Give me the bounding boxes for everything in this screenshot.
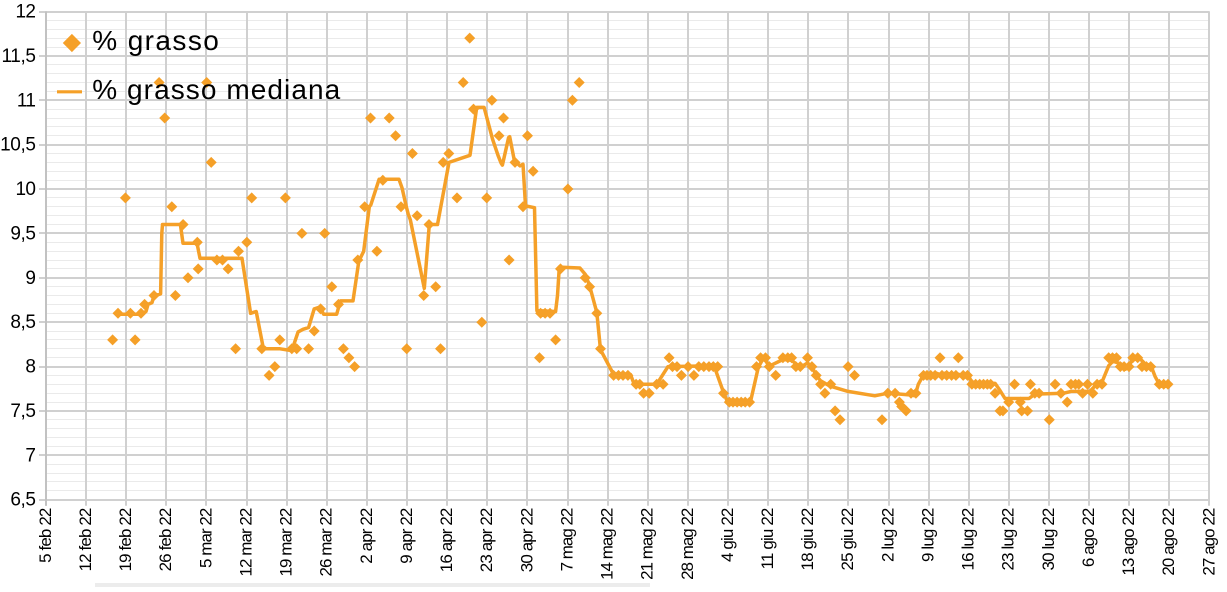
svg-text:30 lug 22: 30 lug 22 [1039,508,1058,571]
svg-text:16 apr 22: 16 apr 22 [437,508,456,573]
svg-text:28 mag 22: 28 mag 22 [678,508,697,580]
svg-text:6,5: 6,5 [10,490,36,511]
svg-text:5 feb 22: 5 feb 22 [36,508,55,563]
svg-text:10,5: 10,5 [0,135,36,156]
svg-text:13 ago 22: 13 ago 22 [1119,508,1138,576]
svg-text:8: 8 [25,357,36,378]
svg-text:20 ago 22: 20 ago 22 [1159,508,1178,576]
svg-text:23 apr 22: 23 apr 22 [477,508,496,573]
svg-text:7 mag 22: 7 mag 22 [557,508,576,572]
svg-text:23 lug 22: 23 lug 22 [999,508,1018,571]
svg-text:25 giu 22: 25 giu 22 [838,508,857,571]
svg-text:8,5: 8,5 [10,312,36,333]
svg-text:9 apr 22: 9 apr 22 [397,508,416,564]
svg-text:% grasso mediana: % grasso mediana [92,74,340,105]
svg-text:30 apr 22: 30 apr 22 [517,508,536,573]
svg-text:27 ago 22: 27 ago 22 [1199,508,1218,576]
svg-text:2 lug 22: 2 lug 22 [878,508,897,562]
svg-text:11 giu 22: 11 giu 22 [758,508,777,570]
svg-text:12 mar 22: 12 mar 22 [236,508,255,577]
svg-text:7: 7 [25,445,36,466]
svg-text:26 feb 22: 26 feb 22 [156,508,175,572]
svg-text:10: 10 [16,179,37,200]
svg-text:9: 9 [25,268,36,289]
svg-text:11: 11 [17,90,36,111]
svg-text:7,5: 7,5 [10,401,36,422]
svg-text:% grasso: % grasso [92,25,219,56]
svg-text:11,5: 11,5 [2,46,37,67]
svg-text:2 apr 22: 2 apr 22 [357,508,376,564]
svg-text:16 lug 22: 16 lug 22 [959,508,978,571]
svg-text:12: 12 [16,2,37,23]
svg-text:14 mag 22: 14 mag 22 [598,508,617,580]
svg-text:6 ago 22: 6 ago 22 [1079,508,1098,567]
svg-text:26 mar 22: 26 mar 22 [317,508,336,577]
svg-text:4 giu 22: 4 giu 22 [718,508,737,562]
svg-text:9,5: 9,5 [10,223,36,244]
svg-text:5 mar 22: 5 mar 22 [196,508,215,568]
svg-text:19 mar 22: 19 mar 22 [277,508,296,577]
svg-text:9 lug 22: 9 lug 22 [918,508,937,562]
svg-text:18 giu 22: 18 giu 22 [798,508,817,571]
svg-text:12 feb 22: 12 feb 22 [76,508,95,572]
svg-text:19 feb 22: 19 feb 22 [116,508,135,572]
svg-text:21 mag 22: 21 mag 22 [638,508,657,580]
